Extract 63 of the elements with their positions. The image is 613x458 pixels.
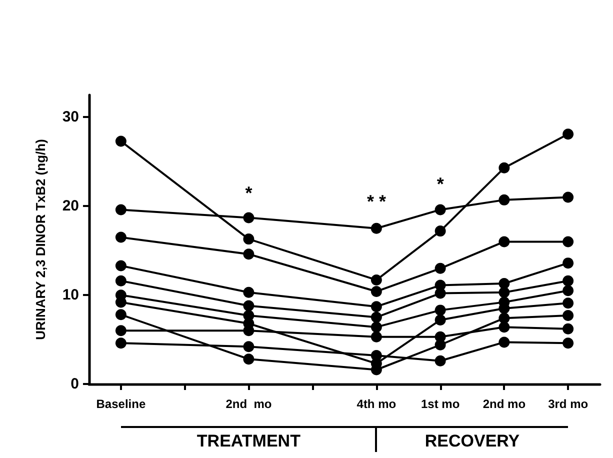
point (370, 286, 382, 298)
point (562, 275, 574, 286)
point (562, 323, 574, 334)
point (498, 278, 510, 290)
point (434, 262, 446, 274)
point (243, 234, 254, 245)
x-tick-label: 2nd mo (226, 397, 272, 411)
point (370, 222, 382, 234)
point (243, 341, 254, 352)
text: RECOVERY (424, 432, 520, 450)
point (370, 301, 382, 312)
y-tick-label: 0 (70, 376, 79, 392)
point (243, 212, 254, 224)
point (498, 194, 510, 206)
x-tick-label: Baseline (96, 397, 146, 411)
y-tick-label: 20 (62, 198, 79, 215)
point (562, 285, 574, 296)
point (434, 226, 446, 237)
y-axis-title: URINARY 2,3 DINOR TxB2 (ng/h) (33, 139, 48, 340)
point (562, 192, 574, 203)
point (562, 310, 574, 322)
point (434, 355, 446, 366)
x-tick-label: 1st mo (420, 397, 460, 411)
annotation: * (245, 182, 252, 203)
point (243, 248, 254, 260)
point (434, 331, 446, 342)
point (370, 322, 382, 333)
point (562, 236, 574, 248)
point (115, 260, 126, 272)
point (115, 275, 126, 286)
point (115, 204, 126, 216)
point (562, 298, 574, 309)
point (498, 336, 510, 348)
point (115, 309, 126, 320)
annotation: * * (366, 192, 386, 212)
text: TREATMENT (196, 432, 302, 450)
point (115, 325, 126, 336)
point (434, 314, 446, 326)
point (243, 286, 254, 298)
point (434, 288, 446, 299)
x-tick-label: 4th mo (356, 397, 396, 411)
point (115, 232, 126, 243)
point (562, 258, 574, 269)
point (434, 204, 446, 216)
point (370, 274, 382, 286)
point (498, 322, 510, 333)
y-tick-label: 30 (62, 108, 79, 126)
point (498, 236, 510, 248)
point (434, 304, 446, 316)
point (562, 338, 574, 349)
x-tick-label: 2nd mo (482, 397, 526, 411)
point (115, 338, 126, 349)
y-tick-label: 10 (62, 286, 79, 304)
point (498, 286, 510, 298)
point (115, 136, 126, 147)
annotation: * (436, 174, 444, 194)
point (562, 128, 574, 140)
point (243, 300, 254, 312)
point (370, 312, 382, 323)
point (498, 162, 510, 174)
x-tick-label: 3rd mo (548, 397, 588, 411)
point (243, 354, 254, 365)
point (370, 331, 382, 342)
